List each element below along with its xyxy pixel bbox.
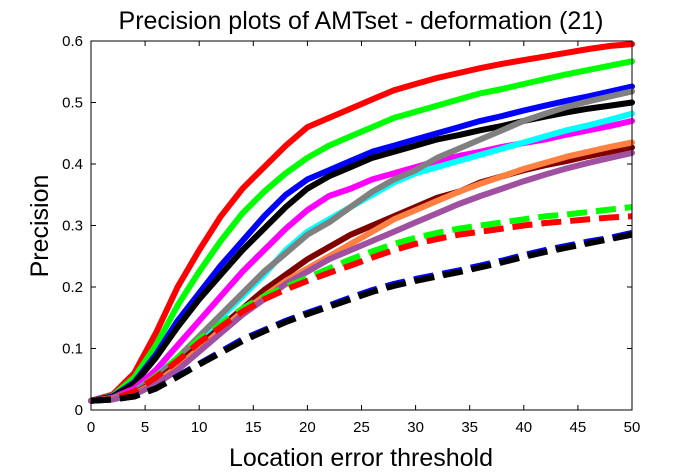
x-tick-label: 0: [87, 419, 95, 436]
series-line-1: [88, 41, 635, 404]
series-line-12: [90, 213, 633, 404]
y-axis-label: Precision: [26, 175, 54, 278]
series-line-10: [88, 149, 635, 404]
x-tick-label: 5: [141, 419, 149, 436]
y-tick-label: 0: [75, 402, 83, 419]
y-tick-label: 0.1: [62, 341, 83, 358]
y-tick-label: 0.3: [62, 218, 83, 235]
chart-title: Precision plots of AMTset - deformation …: [119, 7, 604, 35]
x-axis-label: Location error threshold: [229, 444, 493, 472]
tick-layer: 0 5 10 15 20 25 30 35 40 45 50 0 0.1 0.2 0.3 0.4 0.5 0.6: [62, 33, 640, 436]
x-tick-label: 20: [299, 419, 316, 436]
y-tick-label: 0.6: [62, 33, 83, 50]
x-tick-label: 15: [245, 419, 262, 436]
x-tick-label: 50: [624, 419, 641, 436]
y-tick-label: 0.2: [62, 279, 83, 296]
x-tick-label: 40: [515, 419, 532, 436]
series-line-3: [88, 83, 635, 404]
series-line-14: [90, 231, 633, 404]
series-layer: [88, 41, 635, 404]
x-tick-label: 25: [353, 419, 370, 436]
series-line-2: [88, 58, 635, 404]
y-tick-label: 0.4: [62, 156, 83, 173]
x-tick-label: 10: [191, 419, 208, 436]
x-tick-label: 30: [407, 419, 424, 436]
x-tick-label: 45: [570, 419, 587, 436]
x-tick-label: 35: [461, 419, 478, 436]
y-tick-label: 0.5: [62, 95, 83, 112]
